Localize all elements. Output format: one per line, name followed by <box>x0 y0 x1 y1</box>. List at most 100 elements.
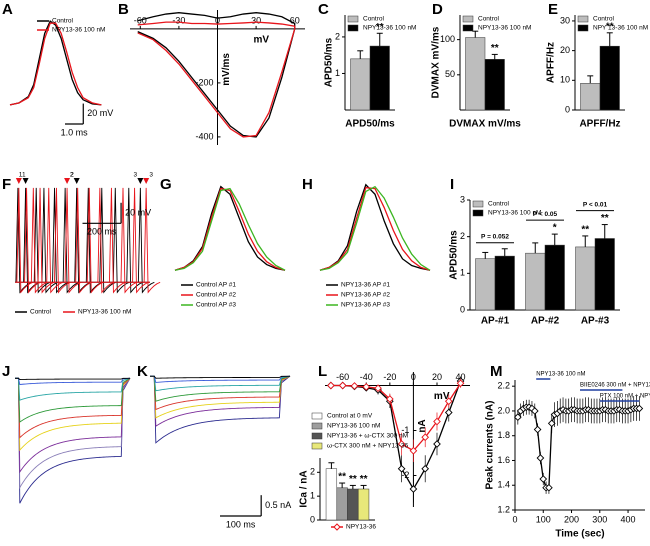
significance: ** <box>360 474 368 485</box>
x-tick-label: -60 <box>336 372 349 382</box>
y-tick-label: 1.2 <box>497 504 510 514</box>
current-trace <box>15 377 131 439</box>
series-line <box>319 186 431 271</box>
y-tick-label: 0 <box>310 514 315 524</box>
spike-marker-label: 1 <box>22 172 26 179</box>
y-tick-label: 1.4 <box>497 480 510 490</box>
legend-label: NPY13-36 AP #2 <box>341 292 390 299</box>
legend-label: NPY13-36 100 nM <box>52 27 105 34</box>
x-tick-label: 30 <box>251 15 261 25</box>
data-point <box>350 382 359 390</box>
panel-label: H <box>302 176 313 193</box>
panel-label: I <box>450 176 454 193</box>
panel-label: B <box>118 1 129 18</box>
bar <box>599 45 620 111</box>
series-line <box>137 12 296 138</box>
significance: ** <box>338 472 346 483</box>
spike <box>120 187 138 294</box>
panel-label: K <box>137 363 148 380</box>
legend-label: NPY13-36 100 nM <box>478 25 531 32</box>
spike-marker <box>64 178 71 184</box>
current-trace <box>150 375 291 383</box>
y-axis-label: DVMAX mV/ms <box>431 26 442 98</box>
x-tick-label: 0 <box>215 15 220 25</box>
x-tick-label: 60 <box>290 15 300 25</box>
y-tick-label: 0 <box>460 304 465 314</box>
data-point <box>397 464 406 473</box>
legend-label: Control <box>488 201 510 208</box>
y-tick-label: 10 <box>560 75 570 85</box>
y-tick-label: 100 <box>440 34 455 44</box>
current-trace <box>150 375 291 427</box>
y-tick-label: 0 <box>565 104 570 114</box>
y-tick-label: -1 <box>401 425 409 435</box>
significance: ** <box>349 474 357 485</box>
panel-label: C <box>318 1 329 18</box>
current-trace <box>150 375 291 392</box>
x-tick-label: 300 <box>592 514 607 524</box>
current-trace <box>15 377 131 490</box>
spike <box>46 187 63 294</box>
data-point <box>409 485 418 493</box>
series-line <box>517 406 640 489</box>
spike-marker-label: 2 <box>70 172 74 179</box>
legend-swatch <box>462 24 474 32</box>
legend-label: NPY13-36 100 nM <box>363 25 416 32</box>
data-point <box>327 381 335 390</box>
data-point <box>545 483 553 492</box>
current-trace <box>150 375 291 379</box>
y-axis-label: APD50/ms <box>324 37 335 87</box>
x-tick-label: -30 <box>172 15 185 25</box>
data-point <box>338 381 347 390</box>
spike <box>132 187 149 294</box>
panel-label: E <box>548 1 558 18</box>
x-axis-label: DVMAX mV/ms <box>449 119 521 130</box>
data-point <box>421 464 430 473</box>
series-line <box>9 20 102 106</box>
spike-marker <box>22 178 29 184</box>
scale-label: 20 mV <box>125 207 151 217</box>
legend-swatch <box>311 442 323 450</box>
current-trace <box>150 375 291 402</box>
legend-label: Control <box>363 16 385 23</box>
legend-label: NPY13-36 AP #3 <box>341 302 390 309</box>
bar <box>369 45 390 111</box>
data-point <box>547 419 556 428</box>
legend-label: NPY 13-36 100 nM <box>593 25 648 32</box>
y-tick-label: -200 <box>195 77 213 87</box>
data-point <box>433 417 441 426</box>
panel-label: G <box>160 176 172 193</box>
y-tick-label: 1 <box>310 491 315 501</box>
significance: ** <box>491 43 499 54</box>
current-trace <box>150 375 291 411</box>
y-tick-label: 2.2 <box>497 381 510 391</box>
legend-label: Control <box>593 16 615 23</box>
x-axis-label: mV <box>434 391 450 402</box>
y-tick-label: 2 <box>460 231 465 241</box>
scale-label: 100 ms <box>226 519 256 529</box>
series-line <box>319 185 431 271</box>
y-axis-label: ICa / nA <box>299 470 310 507</box>
legend-label: Control AP #2 <box>196 292 236 299</box>
series-line <box>9 22 102 106</box>
legend-swatch <box>472 200 484 208</box>
significance: * <box>553 223 557 234</box>
annotation: NPY13-36 100 nM <box>536 372 585 378</box>
spike-marker-label: 3 <box>134 172 138 179</box>
x-tick-label: -40 <box>360 372 373 382</box>
x-axis-label: mV <box>253 35 269 46</box>
x-axis-label: APD50/ms <box>345 119 395 130</box>
bracket-label: P = 0.052 <box>481 233 509 240</box>
legend-swatch <box>347 15 359 23</box>
data-point <box>386 395 394 403</box>
data-point <box>635 404 644 413</box>
spike-marker <box>15 178 22 184</box>
bar <box>350 58 371 111</box>
series-line <box>319 183 431 271</box>
legend-label: Control <box>30 309 52 316</box>
spike <box>75 187 92 294</box>
spike-marker <box>137 178 144 184</box>
y-axis-label: Peak currents (nA) <box>485 401 496 490</box>
legend-label: NPY13-36 <box>346 524 376 531</box>
